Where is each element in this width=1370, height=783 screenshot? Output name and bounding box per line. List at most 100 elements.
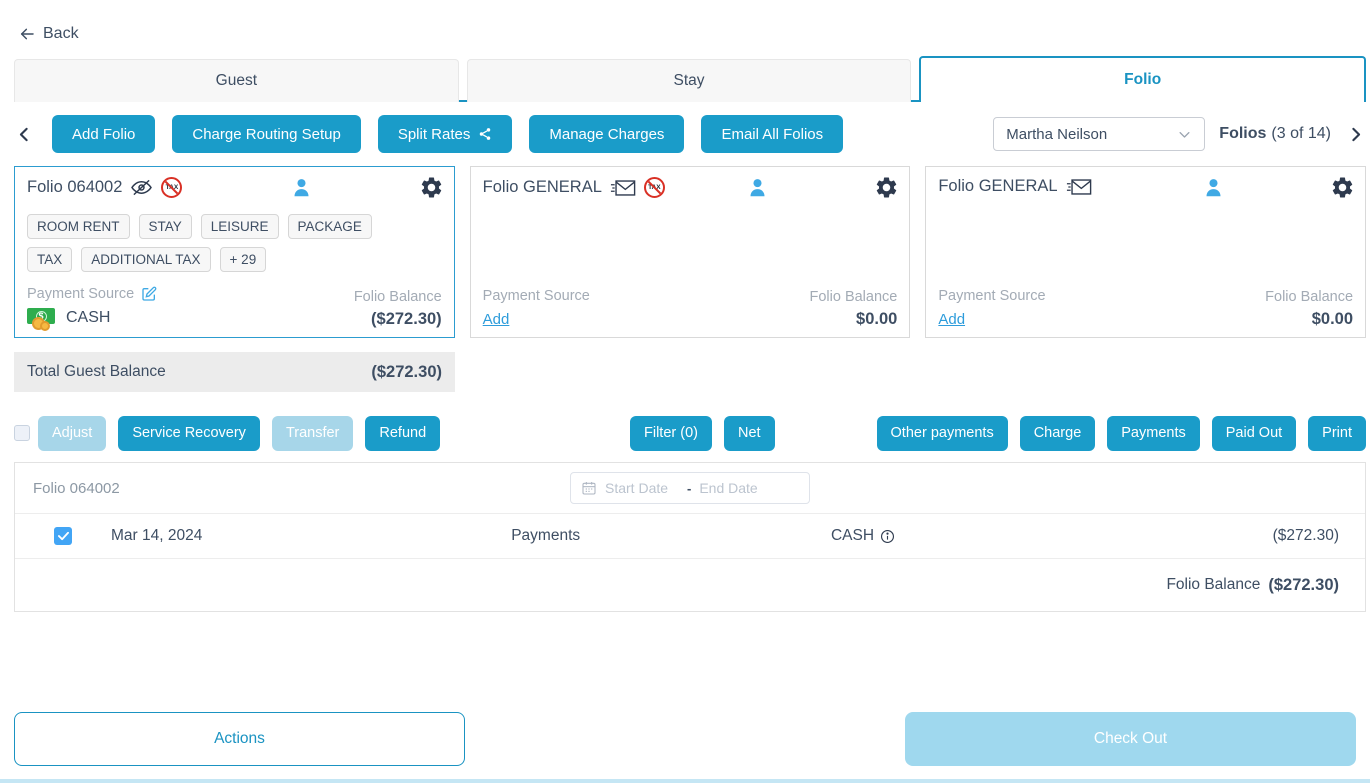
ledger-header: Folio 064002 - <box>15 463 1365 513</box>
guest-person-icon[interactable] <box>1203 177 1224 203</box>
add-payment-source-link[interactable]: Add <box>482 311 510 328</box>
payment-source-block: Payment Source Add <box>938 288 1045 329</box>
folio-balance-block: Folio Balance $0.00 <box>809 289 897 329</box>
folio-balance-block: Folio Balance ($272.30) <box>354 289 442 329</box>
folio-balance-label: Folio Balance <box>809 289 898 305</box>
folio-settings-gear-icon[interactable] <box>419 175 444 205</box>
email-sent-icon <box>1066 178 1092 196</box>
payments-button[interactable]: Payments <box>1107 415 1200 451</box>
folio-settings-gear-icon[interactable] <box>1330 175 1355 205</box>
split-rates-label: Split Rates <box>397 125 471 143</box>
folio-tag: LEISURE <box>200 214 279 239</box>
folio-card-064002[interactable]: Folio 064002 TAX ROOM RENT STAY LEISURE … <box>14 166 455 338</box>
add-payment-source-link[interactable]: Add <box>938 311 966 328</box>
ledger-folio-label: Folio 064002 <box>33 479 120 497</box>
guest-selector[interactable]: Martha Neilson <box>993 117 1206 151</box>
date-range-separator: - <box>687 480 692 496</box>
share-icon <box>478 127 492 141</box>
folios-count: (3 of 14) <box>1271 125 1331 142</box>
row-method: CASH <box>704 527 1021 545</box>
charge-button[interactable]: Charge <box>1019 415 1096 451</box>
back-button[interactable]: Back <box>18 25 79 43</box>
folio-tag: ADDITIONAL TAX <box>81 247 211 272</box>
print-button[interactable]: Print <box>1308 415 1366 451</box>
date-range-picker[interactable]: - <box>570 472 810 504</box>
payment-source-label: Payment Source <box>938 288 1046 304</box>
total-guest-balance-value: ($272.30) <box>371 362 442 381</box>
tab-folio[interactable]: Folio <box>919 56 1367 102</box>
folio-balance-value: ($272.30) <box>371 310 442 328</box>
tax-exempt-icon: TAX <box>161 177 183 198</box>
folio-card-title: Folio GENERAL <box>482 178 602 196</box>
folio-card-general-1[interactable]: Folio GENERAL TAX Payment Source Add <box>469 166 911 338</box>
folio-card-title: Folio GENERAL <box>938 177 1058 195</box>
net-button[interactable]: Net <box>723 415 775 451</box>
add-folio-button[interactable]: Add Folio <box>52 115 156 153</box>
check-out-button[interactable]: Check Out <box>905 712 1356 766</box>
folio-more-tags[interactable]: + 29 <box>219 247 267 272</box>
filter-button[interactable]: Filter (0) <box>630 415 712 451</box>
card-header: Folio GENERAL TAX <box>483 177 898 198</box>
tax-exempt-icon: TAX <box>643 177 665 198</box>
back-label: Back <box>43 25 79 42</box>
folio-ledger-panel: Folio 064002 - Mar 14, 2024 Payments CAS… <box>14 462 1366 612</box>
ledger-balance-label: Folio Balance <box>1166 576 1261 593</box>
manage-charges-button[interactable]: Manage Charges <box>529 115 685 153</box>
select-all-checkbox[interactable] <box>14 425 30 441</box>
email-all-folios-button[interactable]: Email All Folios <box>701 115 844 153</box>
row-amount: ($272.30) <box>1272 527 1339 544</box>
row-method-value: CASH <box>830 527 875 544</box>
guest-person-icon[interactable] <box>747 177 768 203</box>
folio-cards: Folio 064002 TAX ROOM RENT STAY LEISURE … <box>14 166 1367 338</box>
card-header: Folio 064002 TAX <box>27 177 442 198</box>
transfer-button[interactable]: Transfer <box>271 415 354 451</box>
row-checkbox-checked[interactable] <box>54 527 72 545</box>
payment-source-block: Payment Source Add <box>483 288 590 329</box>
folio-card-title: Folio 064002 <box>27 178 123 196</box>
info-icon[interactable] <box>880 529 895 544</box>
split-rates-button[interactable]: Split Rates <box>377 115 513 153</box>
folio-balance-block: Folio Balance $0.00 <box>1265 289 1353 329</box>
guest-person-icon[interactable] <box>291 177 312 203</box>
folio-toolbar: Add Folio Charge Routing Setup Split Rat… <box>14 114 1366 154</box>
tab-bar: Guest Stay Folio <box>14 56 1367 102</box>
folio-settings-gear-icon[interactable] <box>874 175 899 205</box>
folios-counter: Folios (3 of 14) <box>1219 125 1331 143</box>
folio-balance-label: Folio Balance <box>353 289 442 305</box>
row-date: Mar 14, 2024 <box>111 527 203 544</box>
left-action-buttons: Adjust Service Recovery Transfer Refund <box>38 415 441 451</box>
folio-card-general-2[interactable]: Folio GENERAL Payment Source Add <box>925 166 1367 338</box>
card-bottom: Payment Source $ CASH <box>27 286 442 331</box>
guest-selector-value: Martha Neilson <box>1006 125 1108 143</box>
payment-method-value: CASH <box>66 309 111 326</box>
payment-source-block: Payment Source $ CASH <box>27 286 157 331</box>
ledger-actions-row: Adjust Service Recovery Transfer Refund … <box>14 415 1366 451</box>
card-bottom: Payment Source Add Folio Balance $0.00 <box>938 288 1353 329</box>
folio-balance-label: Folio Balance <box>1265 289 1354 305</box>
folio-balance-value: $0.00 <box>856 310 898 328</box>
card-bottom: Payment Source Add Folio Balance $0.00 <box>483 288 898 329</box>
charge-routing-setup-button[interactable]: Charge Routing Setup <box>172 115 361 153</box>
start-date-input[interactable] <box>605 480 679 496</box>
paid-out-button[interactable]: Paid Out <box>1211 415 1297 451</box>
refund-button[interactable]: Refund <box>365 415 441 451</box>
service-recovery-button[interactable]: Service Recovery <box>118 415 260 451</box>
toolbar-left-group: Add Folio Charge Routing Setup Split Rat… <box>14 115 844 153</box>
right-action-buttons: Other payments Charge Payments Paid Out … <box>876 415 1366 451</box>
tab-stay[interactable]: Stay <box>466 59 912 102</box>
end-date-input[interactable] <box>699 480 774 496</box>
table-row[interactable]: Mar 14, 2024 Payments CASH ($272.30) <box>15 513 1365 559</box>
scroll-folios-right-icon[interactable] <box>1345 125 1366 144</box>
folio-tag: ROOM RENT <box>27 214 130 239</box>
middle-action-buttons: Filter (0) Net <box>630 415 775 451</box>
scroll-folios-left-icon[interactable] <box>14 125 35 144</box>
actions-button[interactable]: Actions <box>14 712 465 766</box>
folios-label: Folios <box>1219 125 1267 142</box>
back-arrow-icon <box>18 26 36 42</box>
adjust-button[interactable]: Adjust <box>38 415 107 451</box>
edit-payment-source-icon[interactable] <box>141 286 157 302</box>
tab-guest[interactable]: Guest <box>14 59 459 102</box>
calendar-icon <box>581 480 597 496</box>
other-payments-button[interactable]: Other payments <box>876 415 1008 451</box>
